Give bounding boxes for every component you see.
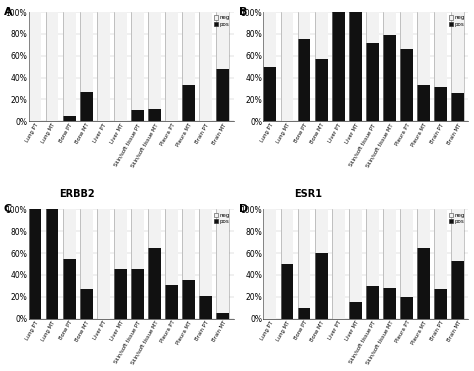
Bar [417, 209, 430, 319]
Bar [332, 12, 345, 121]
Text: A: A [4, 7, 13, 17]
Bar [182, 209, 195, 319]
Text: ESR1: ESR1 [294, 189, 322, 199]
Bar [434, 88, 447, 121]
Bar [80, 92, 92, 121]
Bar [80, 289, 92, 319]
Bar [281, 12, 293, 121]
Text: C: C [4, 204, 12, 214]
Bar [63, 12, 75, 121]
Bar [332, 12, 345, 121]
Bar [400, 209, 413, 319]
Bar [417, 247, 430, 319]
Bar [200, 209, 212, 319]
Bar [349, 12, 362, 121]
Text: D: D [239, 204, 248, 214]
Bar [451, 12, 464, 121]
Text: ERBB2: ERBB2 [59, 189, 95, 199]
Bar [281, 209, 293, 319]
Bar [28, 12, 41, 121]
Bar [417, 12, 430, 121]
Legend: neg, pos: neg, pos [213, 15, 231, 27]
Bar [400, 49, 413, 121]
Bar [182, 12, 195, 121]
Bar [165, 12, 178, 121]
Bar [131, 269, 144, 319]
Bar [400, 297, 413, 319]
Bar [28, 209, 41, 319]
Bar [80, 209, 92, 319]
Bar [148, 247, 161, 319]
Bar [148, 109, 161, 121]
Bar [349, 209, 362, 319]
Bar [383, 288, 396, 319]
Bar [366, 286, 379, 319]
Bar [46, 209, 58, 319]
Bar [182, 85, 195, 121]
Bar [46, 209, 58, 319]
Bar [46, 12, 58, 121]
Bar [264, 67, 276, 121]
Bar [182, 280, 195, 319]
Bar [131, 209, 144, 319]
Bar [434, 12, 447, 121]
Bar [451, 209, 464, 319]
Bar [451, 261, 464, 319]
Bar [315, 253, 328, 319]
Bar [114, 269, 127, 319]
Bar [63, 116, 75, 121]
Bar [315, 59, 328, 121]
Bar [349, 302, 362, 319]
Bar [131, 12, 144, 121]
Bar [315, 209, 328, 319]
Bar [366, 43, 379, 121]
Bar [298, 39, 310, 121]
Bar [298, 308, 310, 319]
Bar [114, 209, 127, 319]
Bar [315, 12, 328, 121]
Bar [63, 259, 75, 319]
Bar [417, 85, 430, 121]
Bar [434, 289, 447, 319]
Bar [165, 209, 178, 319]
Bar [217, 69, 229, 121]
Bar [217, 209, 229, 319]
Bar [28, 209, 41, 319]
Bar [200, 296, 212, 319]
Bar [434, 209, 447, 319]
Bar [165, 285, 178, 319]
Bar [217, 12, 229, 121]
Legend: neg, pos: neg, pos [448, 15, 465, 27]
Bar [349, 12, 362, 121]
Bar [264, 209, 276, 319]
Bar [298, 12, 310, 121]
Bar [200, 12, 212, 121]
Bar [400, 12, 413, 121]
Bar [383, 35, 396, 121]
Bar [451, 93, 464, 121]
Legend: neg, pos: neg, pos [448, 212, 465, 224]
Bar [332, 209, 345, 319]
Bar [383, 209, 396, 319]
Bar [366, 12, 379, 121]
Bar [131, 110, 144, 121]
Bar [148, 12, 161, 121]
Bar [63, 209, 75, 319]
Text: B: B [239, 7, 247, 17]
Bar [217, 313, 229, 319]
Bar [383, 12, 396, 121]
Legend: neg, pos: neg, pos [213, 212, 231, 224]
Bar [264, 12, 276, 121]
Bar [97, 12, 109, 121]
Bar [281, 264, 293, 319]
Bar [366, 209, 379, 319]
Bar [298, 209, 310, 319]
Bar [114, 12, 127, 121]
Bar [97, 209, 109, 319]
Bar [148, 209, 161, 319]
Bar [80, 12, 92, 121]
